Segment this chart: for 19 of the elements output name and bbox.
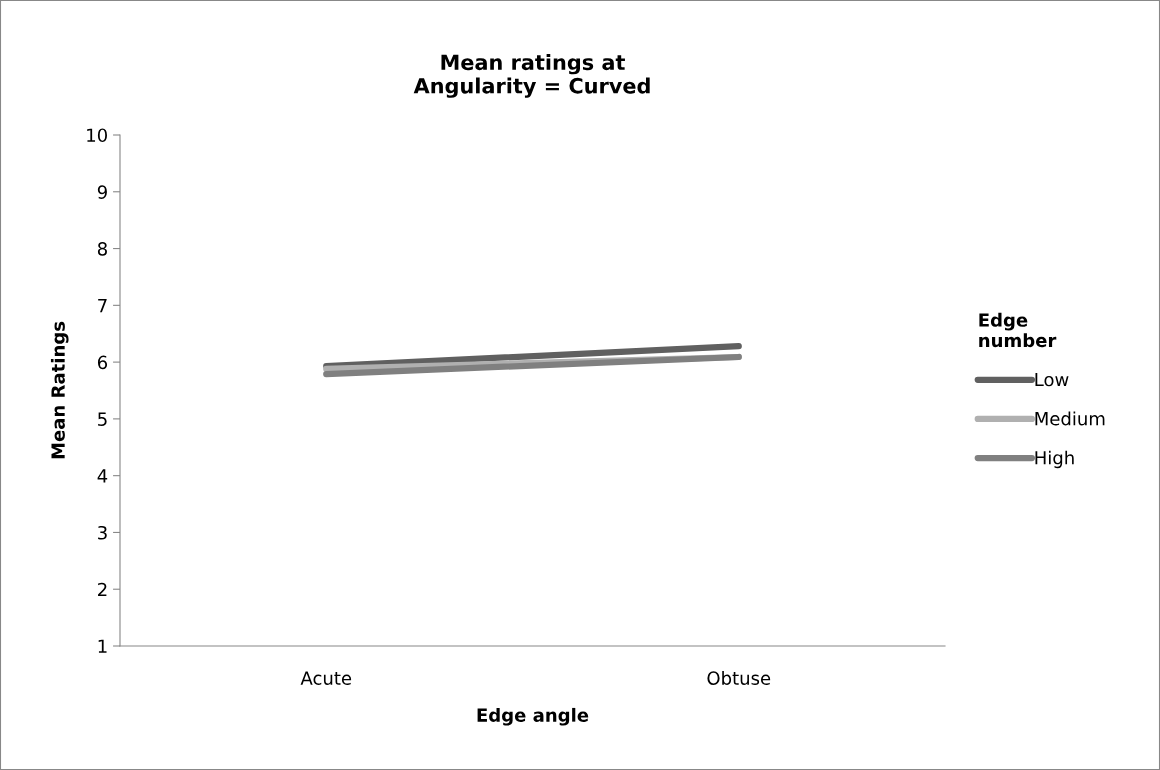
y-tick-label: 7 bbox=[98, 299, 107, 313]
legend-label: Medium bbox=[1035, 411, 1105, 426]
y-tick-label: 3 bbox=[98, 525, 107, 540]
legend-label: High bbox=[1035, 450, 1074, 469]
x-axis-title: Edge angle bbox=[477, 707, 589, 726]
x-tick-label: Obtuse bbox=[707, 671, 771, 685]
chart-title: Mean ratings at Angularity = Curved bbox=[413, 54, 650, 98]
y-tick-label: 4 bbox=[97, 469, 108, 483]
y-tick-label: 1 bbox=[98, 639, 107, 653]
y-tick-label: 9 bbox=[97, 185, 107, 199]
y-tick-label: 10 bbox=[87, 128, 107, 143]
x-tick-label: Acute bbox=[300, 671, 352, 685]
y-tick-label: 6 bbox=[97, 355, 108, 370]
y-tick-label: 5 bbox=[98, 412, 107, 427]
y-tick-label: 2 bbox=[98, 582, 107, 597]
y-tick-label: 8 bbox=[97, 242, 107, 256]
legend-title: Edge number bbox=[979, 312, 1057, 348]
y-axis-title: Mean Ratings bbox=[50, 321, 69, 459]
legend-label: Low bbox=[1035, 372, 1069, 387]
